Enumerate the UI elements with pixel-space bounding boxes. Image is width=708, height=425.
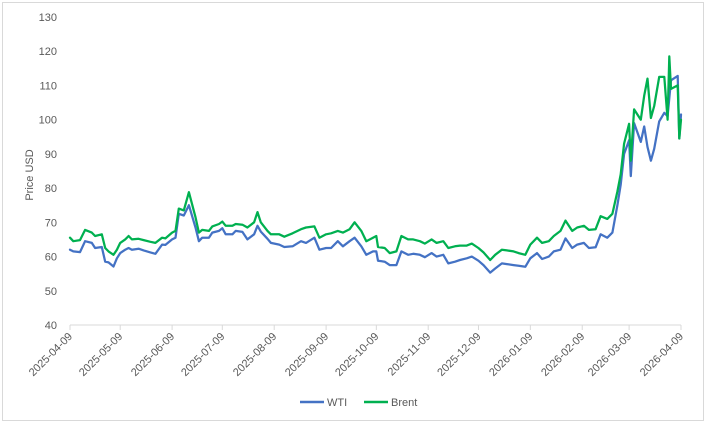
y-tick-label: 90 bbox=[45, 149, 57, 161]
series-line-wti bbox=[68, 74, 683, 274]
y-axis-ticks: 40 50 60 70 80 90 100 110 120 130 bbox=[39, 12, 57, 332]
x-tick-label: 2025-06-09 bbox=[129, 331, 177, 379]
x-tick-label: 2025-12-09 bbox=[435, 331, 483, 379]
y-tick-label: 70 bbox=[45, 217, 57, 229]
x-tick-label: 2025-08-09 bbox=[231, 331, 279, 379]
x-tick-label: 2025-05-09 bbox=[77, 331, 125, 379]
y-tick-label: 40 bbox=[45, 320, 57, 332]
x-tick-label: 2026-03-09 bbox=[586, 331, 634, 379]
y-tick-label: 80 bbox=[45, 183, 57, 195]
y-tick-label: 60 bbox=[45, 252, 57, 264]
legend-label-brent: Brent bbox=[391, 397, 417, 409]
x-axis: 2025-04-09 2025-05-09 2025-06-09 2025-07-09… bbox=[27, 324, 686, 379]
x-tick-label: 2026-01-09 bbox=[487, 331, 535, 379]
series-line-brent bbox=[68, 55, 683, 262]
y-tick-label: 100 bbox=[39, 115, 57, 127]
legend-label-wti: WTI bbox=[327, 397, 347, 409]
y-tick-label: 130 bbox=[39, 12, 57, 24]
x-tick-label: 2025-11-09 bbox=[386, 331, 434, 379]
y-axis-title: Price USD bbox=[24, 149, 36, 200]
y-tick-label: 110 bbox=[39, 80, 57, 92]
x-tick-label: 2026-02-09 bbox=[539, 331, 587, 379]
x-tick-label: 2026-04-09 bbox=[638, 331, 686, 379]
x-tick-label: 2025-07-09 bbox=[179, 331, 227, 379]
legend: WTI Brent bbox=[300, 397, 417, 409]
series-layer bbox=[68, 55, 683, 274]
x-tick-label: 2025-04-09 bbox=[27, 331, 75, 379]
y-tick-label: 50 bbox=[45, 286, 57, 298]
x-tick-label: 2025-09-09 bbox=[283, 331, 331, 379]
y-tick-label: 120 bbox=[39, 46, 57, 58]
x-tick-label: 2025-10-09 bbox=[333, 331, 381, 379]
chart-frame bbox=[2, 2, 704, 421]
